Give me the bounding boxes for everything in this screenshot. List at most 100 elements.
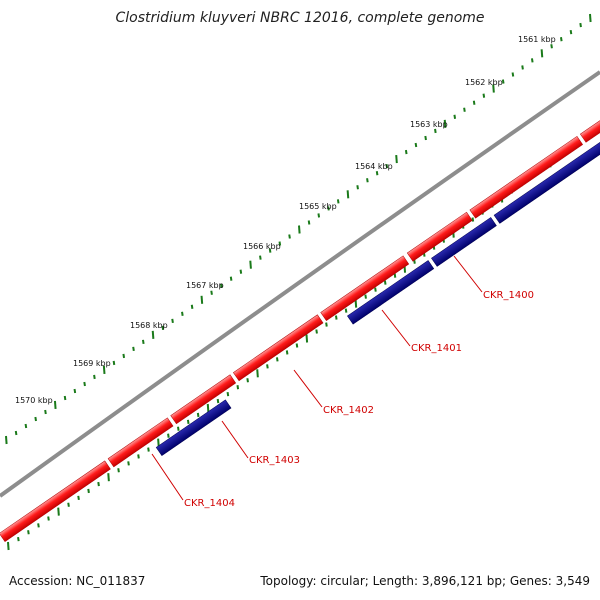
scale-tick bbox=[112, 360, 116, 366]
scale-label: 1564 kbp bbox=[355, 162, 393, 171]
scale-tick bbox=[34, 416, 37, 422]
scale-tick bbox=[226, 391, 230, 397]
scale-label: 1569 kbp bbox=[73, 359, 111, 368]
scale-tick bbox=[434, 128, 437, 134]
scale-tick bbox=[266, 364, 269, 369]
scale-tick bbox=[246, 378, 249, 383]
scale-label: 1566 kbp bbox=[243, 242, 281, 251]
reverse-gene-segment bbox=[493, 101, 600, 224]
scale-label: 1561 kbp bbox=[518, 35, 556, 44]
scale-tick bbox=[167, 433, 170, 438]
scale-tick bbox=[530, 58, 534, 63]
scale-tick bbox=[14, 430, 18, 436]
scale-tick bbox=[327, 206, 330, 211]
reverse-gene-segment bbox=[347, 260, 435, 325]
scale-tick bbox=[521, 65, 524, 70]
scale-tick bbox=[256, 369, 259, 378]
forward-gene-segment bbox=[469, 135, 584, 219]
scale-tick bbox=[414, 142, 418, 148]
forward-gene-segment bbox=[320, 255, 410, 322]
scale-tick bbox=[336, 199, 340, 204]
scale-tick bbox=[366, 178, 369, 183]
scale-tick bbox=[137, 454, 140, 459]
forward-gene-segment bbox=[232, 314, 324, 382]
scale-tick bbox=[295, 343, 299, 348]
scale-tick bbox=[186, 419, 190, 425]
scale-tick bbox=[375, 171, 379, 176]
scale-label: 1568 kbp bbox=[130, 321, 168, 330]
gene-callout-line bbox=[221, 420, 249, 459]
scale-tick bbox=[177, 426, 180, 431]
gene-label[interactable]: CKR_1403 bbox=[249, 455, 300, 466]
forward-strand-track bbox=[0, 65, 600, 542]
scale-tick bbox=[220, 283, 223, 288]
scale-tick bbox=[395, 155, 398, 164]
scale-tick bbox=[356, 185, 359, 190]
scale-tick bbox=[325, 322, 328, 327]
scale-tick bbox=[236, 385, 240, 390]
scale-tick bbox=[344, 308, 348, 313]
scale-tick bbox=[307, 220, 311, 225]
scale-tick bbox=[424, 135, 427, 141]
reverse-strand-track bbox=[155, 101, 600, 456]
scale-tick bbox=[117, 468, 120, 473]
scale-tick bbox=[57, 507, 60, 516]
scale-tick bbox=[157, 438, 160, 447]
scale-tick bbox=[317, 213, 321, 218]
scale-tick bbox=[83, 381, 86, 387]
scale-tick bbox=[200, 295, 204, 304]
gene-label[interactable]: CKR_1402 bbox=[323, 405, 374, 416]
scale-tick bbox=[278, 241, 282, 246]
scale-label: 1565 kbp bbox=[299, 202, 337, 211]
scale-tick bbox=[141, 339, 145, 345]
genome-summary-text: Topology: circular; Length: 3,896,121 bp… bbox=[260, 574, 590, 588]
scale-tick bbox=[122, 353, 126, 359]
gene-label[interactable]: CKR_1404 bbox=[184, 498, 235, 509]
gene-label[interactable]: CKR_1400 bbox=[483, 290, 534, 301]
scale-tick bbox=[44, 409, 47, 415]
scale-tick bbox=[77, 495, 80, 500]
scale-tick bbox=[298, 225, 301, 234]
forward-gene-segment bbox=[0, 460, 111, 542]
gene-callout-line bbox=[453, 255, 483, 293]
scale-tick bbox=[196, 412, 200, 418]
forward-gene-segment bbox=[170, 374, 237, 425]
scale-tick bbox=[147, 447, 150, 452]
forward-gene-segment bbox=[406, 211, 473, 262]
gene-callout-line bbox=[381, 309, 411, 347]
scale-tick bbox=[334, 315, 338, 320]
scale-tick bbox=[171, 318, 174, 323]
scale-tick bbox=[97, 481, 100, 487]
scale-tick bbox=[181, 311, 184, 316]
scale-tick bbox=[305, 334, 309, 343]
scale-tick bbox=[511, 72, 515, 77]
scale-label: 1562 kbp bbox=[465, 78, 503, 87]
scale-tick bbox=[127, 461, 130, 466]
scale-tick bbox=[107, 473, 110, 482]
scale-tick bbox=[132, 346, 135, 352]
reverse-gene-segment bbox=[155, 399, 232, 456]
scale-tick bbox=[569, 29, 573, 35]
scale-tick bbox=[393, 273, 397, 278]
scale-tick bbox=[7, 541, 10, 551]
scale-tick bbox=[17, 536, 20, 542]
scale-tick bbox=[288, 234, 291, 239]
scale-tick bbox=[315, 329, 318, 334]
scale-tick bbox=[259, 255, 262, 260]
scale-tick bbox=[492, 84, 495, 93]
gene-callout-line bbox=[293, 369, 323, 408]
scale-tick bbox=[239, 269, 243, 274]
scale-tick bbox=[501, 79, 505, 84]
scale-tick bbox=[268, 248, 272, 253]
gene-label[interactable]: CKR_1401 bbox=[411, 343, 462, 354]
scale-tick bbox=[151, 330, 155, 339]
scale-tick bbox=[443, 119, 447, 128]
scale-tick bbox=[63, 395, 67, 401]
genome-title: Clostridium kluyveri NBRC 12016, complet… bbox=[115, 10, 485, 26]
scale-tick bbox=[354, 299, 358, 308]
scale-tick bbox=[383, 280, 387, 285]
scale-tick bbox=[210, 290, 213, 295]
scale-tick bbox=[229, 276, 233, 281]
scale-tick bbox=[275, 357, 279, 362]
